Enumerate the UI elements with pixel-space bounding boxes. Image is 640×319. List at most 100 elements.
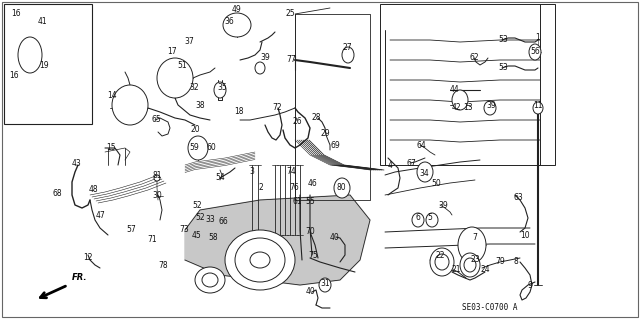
Text: 62: 62 [469,54,479,63]
Text: 57: 57 [126,226,136,234]
Ellipse shape [214,82,226,98]
Text: 71: 71 [147,235,157,244]
Text: 69: 69 [330,140,340,150]
Text: 54: 54 [215,174,225,182]
Text: 56: 56 [530,48,540,56]
Text: 80: 80 [336,183,346,192]
Ellipse shape [112,85,148,125]
Ellipse shape [235,238,285,282]
Text: 72: 72 [272,103,282,113]
Text: 15: 15 [106,144,116,152]
Text: 78: 78 [158,261,168,270]
Text: 12: 12 [83,253,93,262]
Text: 50: 50 [431,179,441,188]
Text: 20: 20 [190,125,200,135]
Text: 5: 5 [428,213,433,222]
Text: 73: 73 [179,226,189,234]
Text: 8: 8 [514,257,518,266]
Text: 61: 61 [292,197,302,206]
Text: 60: 60 [206,144,216,152]
Ellipse shape [417,162,433,182]
Text: 42: 42 [451,102,461,112]
Ellipse shape [334,178,350,198]
Text: 30: 30 [152,191,162,201]
Text: 79: 79 [495,257,505,266]
Text: 81: 81 [152,170,162,180]
Text: 45: 45 [192,232,202,241]
Text: 27: 27 [342,43,352,53]
Text: 19: 19 [39,61,49,70]
Ellipse shape [464,258,476,272]
Bar [4,4,92,124]
Text: 49: 49 [231,5,241,14]
Text: 11: 11 [533,100,543,109]
Ellipse shape [533,102,543,114]
Text: 52: 52 [192,201,202,210]
Text: 13: 13 [463,102,473,112]
Ellipse shape [529,44,541,60]
Ellipse shape [342,47,354,63]
Text: 46: 46 [308,179,318,188]
Text: 40: 40 [330,233,340,241]
Ellipse shape [225,230,295,290]
Text: 63: 63 [513,194,523,203]
Text: 32: 32 [189,83,199,92]
Text: 2: 2 [259,183,264,192]
Text: 38: 38 [195,100,205,109]
Text: 29: 29 [320,129,330,137]
Ellipse shape [319,278,331,292]
Ellipse shape [426,213,438,227]
Text: 22: 22 [435,251,445,261]
Text: 16: 16 [9,70,19,79]
Text: 26: 26 [292,117,302,127]
Ellipse shape [154,175,160,181]
Ellipse shape [460,253,480,277]
Text: 18: 18 [234,108,244,116]
Text: 44: 44 [450,85,460,94]
Text: 68: 68 [52,189,62,197]
Text: 66: 66 [218,218,228,226]
Text: 39: 39 [438,201,448,210]
Text: FR.: FR. [72,273,88,282]
Text: 7: 7 [472,233,477,241]
Ellipse shape [255,62,265,74]
Text: 36: 36 [224,18,234,26]
Text: 9: 9 [527,280,532,290]
Text: 10: 10 [520,231,530,240]
Ellipse shape [18,37,42,73]
Ellipse shape [452,90,468,110]
Ellipse shape [202,273,218,287]
Ellipse shape [250,252,270,268]
Ellipse shape [195,267,225,293]
Text: 67: 67 [406,159,416,167]
Text: 76: 76 [289,182,299,191]
Polygon shape [185,195,370,285]
Text: 21: 21 [451,265,461,275]
Ellipse shape [412,213,424,227]
Text: 24: 24 [480,265,490,275]
Text: 53: 53 [498,35,508,44]
Text: 75: 75 [308,250,318,259]
Text: 23: 23 [470,256,480,264]
Text: 51: 51 [177,61,187,70]
Ellipse shape [223,13,251,37]
Text: 55: 55 [305,197,315,206]
Text: 40: 40 [305,287,315,296]
Text: 43: 43 [71,159,81,167]
Bar [380,4,555,165]
Text: 14: 14 [107,91,117,100]
Text: 53: 53 [498,63,508,72]
Text: 6: 6 [415,213,420,222]
Text: 65: 65 [151,115,161,124]
Text: 39: 39 [486,100,496,109]
Ellipse shape [430,248,454,276]
Text: 77: 77 [286,56,296,64]
Text: 28: 28 [311,114,321,122]
Text: 34: 34 [419,168,429,177]
Text: 25: 25 [285,10,295,19]
Ellipse shape [157,58,193,98]
Text: SE03-C0700 A: SE03-C0700 A [462,302,518,311]
Ellipse shape [458,227,486,263]
Ellipse shape [484,101,496,115]
Text: 58: 58 [208,234,218,242]
